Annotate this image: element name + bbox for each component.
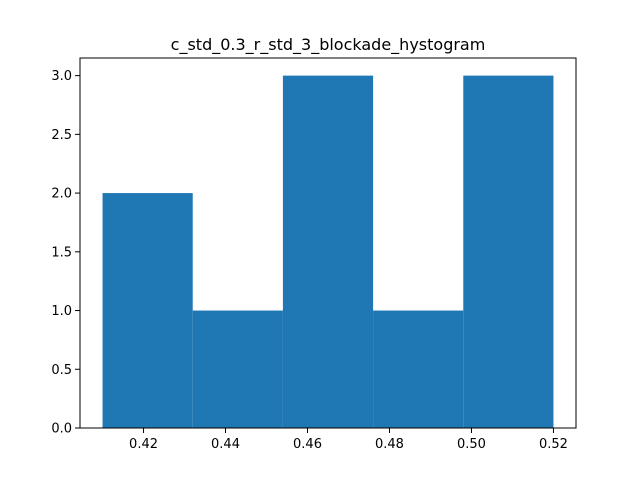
y-tick-label: 2.5 (51, 128, 72, 143)
histogram-bar (102, 193, 193, 428)
histogram-bar (373, 310, 464, 428)
x-tick-label: 0.52 (539, 437, 568, 452)
y-tick-label: 1.0 (51, 304, 72, 319)
x-tick-label: 0.48 (375, 437, 404, 452)
y-tick-label: 0.5 (51, 363, 72, 378)
histogram-bar (282, 75, 374, 428)
x-tick-label: 0.42 (129, 437, 158, 452)
y-tick-label: 3.0 (51, 69, 72, 84)
histogram-bar (463, 75, 554, 428)
bars-group (102, 75, 554, 428)
x-axis-ticks: 0.42 0.44 0.46 0.48 0.50 0.52 (129, 428, 568, 452)
y-tick-label: 0.0 (51, 422, 72, 437)
x-tick-label: 0.44 (211, 437, 240, 452)
x-tick-label: 0.46 (293, 437, 322, 452)
chart-title: c_std_0.3_r_std_3_blockade_hystogram (171, 35, 486, 55)
y-tick-label: 2.0 (51, 187, 72, 202)
plot-frame (79, 57, 577, 429)
x-tick-label: 0.50 (457, 437, 486, 452)
histogram-bar (192, 310, 283, 428)
y-axis-ticks: 0.0 0.5 1.0 1.5 2.0 2.5 3.0 (51, 69, 80, 437)
y-tick-label: 1.5 (51, 245, 72, 260)
